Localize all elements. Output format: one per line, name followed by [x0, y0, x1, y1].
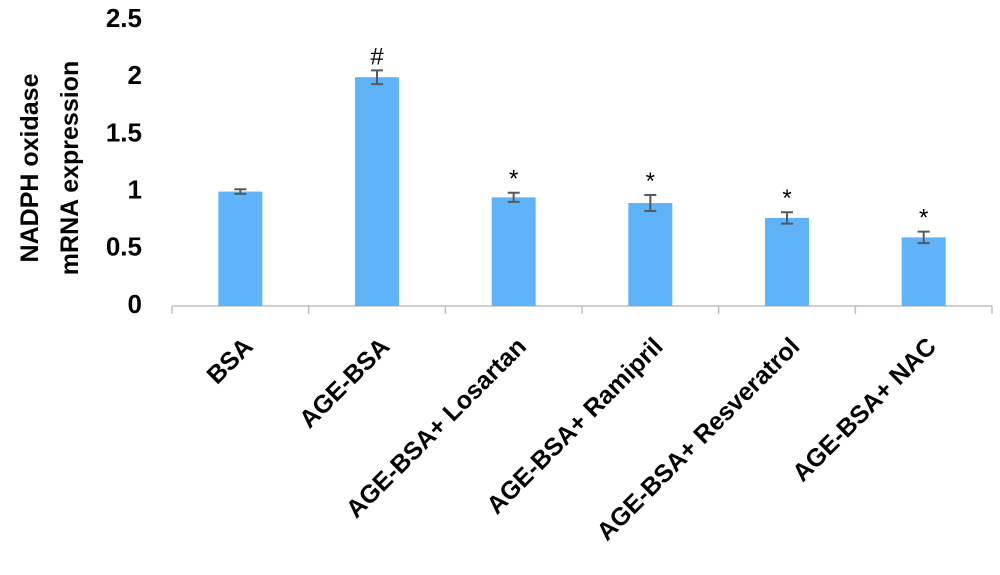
error-bar	[644, 194, 657, 213]
bar	[765, 217, 809, 306]
annotation: *	[919, 205, 928, 232]
y-tick-label: 2.5	[106, 3, 142, 33]
x-tick-label: BSA	[201, 332, 258, 389]
x-tick-label: AGE-BSA+ NAC	[787, 332, 942, 487]
annotation: *	[782, 185, 791, 212]
y-tick-label: 0.5	[106, 232, 142, 262]
error-bar	[234, 188, 247, 195]
error-bar	[507, 191, 520, 203]
x-tick-label: AGE-BSA	[294, 332, 395, 433]
error-bar	[371, 69, 383, 86]
bar	[218, 191, 263, 306]
error-bar	[917, 230, 930, 245]
bar	[491, 197, 536, 306]
y-tick-label: 0	[128, 289, 142, 319]
y-tick-label: 2	[128, 60, 142, 90]
y-axis-title: NADPH oxidase mRNA expression	[16, 61, 84, 275]
annotation: #	[370, 43, 384, 70]
y-tick-label: 1.5	[106, 117, 142, 147]
y-tick-label: 1	[128, 174, 142, 204]
annotation: *	[646, 168, 655, 195]
y-axis-title-line: NADPH oxidase	[16, 73, 44, 262]
bar	[355, 77, 399, 306]
bar	[628, 203, 673, 306]
annotation: *	[509, 166, 518, 193]
bar	[901, 237, 946, 306]
error-bar	[781, 211, 793, 225]
y-axis-title-line: mRNA expression	[56, 61, 84, 275]
